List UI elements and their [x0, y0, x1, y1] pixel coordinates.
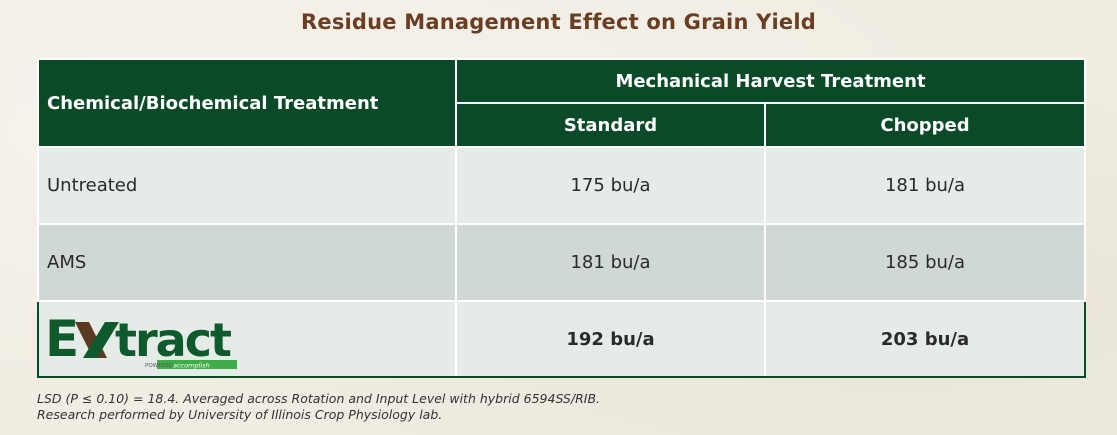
table-row: AMS 181 bu/a 185 bu/a [37, 223, 1086, 302]
column-header-chopped: Chopped [764, 102, 1086, 148]
chopped-value: 181 bu/a [764, 146, 1086, 225]
row-label: AMS [37, 223, 457, 302]
extract-logo: E tract POWERED accomplish [45, 310, 245, 370]
chopped-value: 203 bu/a [764, 300, 1086, 378]
table-row-highlighted: E tract POWERED accomplish 192 bu/a [37, 300, 1086, 378]
footnote-line-2: Research performed by University of Illi… [37, 407, 443, 422]
logo-letters-tract: tract [115, 313, 231, 367]
page-title: Residue Management Effect on Grain Yield [301, 10, 816, 34]
footnote: LSD (P ≤ 0.10) = 18.4. Averaged across R… [37, 391, 600, 423]
column-header-standard: Standard [455, 102, 766, 148]
standard-value: 192 bu/a [455, 300, 766, 378]
yield-table: Chemical/Biochemical Treatment Mechanica… [37, 58, 1086, 378]
logo-tagline-powered: POWERED [145, 363, 173, 369]
logo-tagline-accomplish: accomplish [173, 362, 210, 370]
logo-tagline-bar [157, 360, 237, 369]
logo-letter-e: E [45, 310, 79, 368]
chopped-value: 185 bu/a [764, 223, 1086, 302]
footnote-line-1: LSD (P ≤ 0.10) = 18.4. Averaged across R… [37, 391, 600, 406]
standard-value: 175 bu/a [455, 146, 766, 225]
table-row: Untreated 175 bu/a 181 bu/a [37, 146, 1086, 225]
row-header: Chemical/Biochemical Treatment [37, 58, 457, 148]
group-header: Mechanical Harvest Treatment [455, 58, 1086, 104]
extract-logo-cell: E tract POWERED accomplish [37, 300, 457, 378]
extract-logo-graphic: E tract POWERED accomplish [45, 310, 237, 370]
standard-value: 181 bu/a [455, 223, 766, 302]
logo-x-mark [75, 322, 119, 358]
row-label: Untreated [37, 146, 457, 225]
